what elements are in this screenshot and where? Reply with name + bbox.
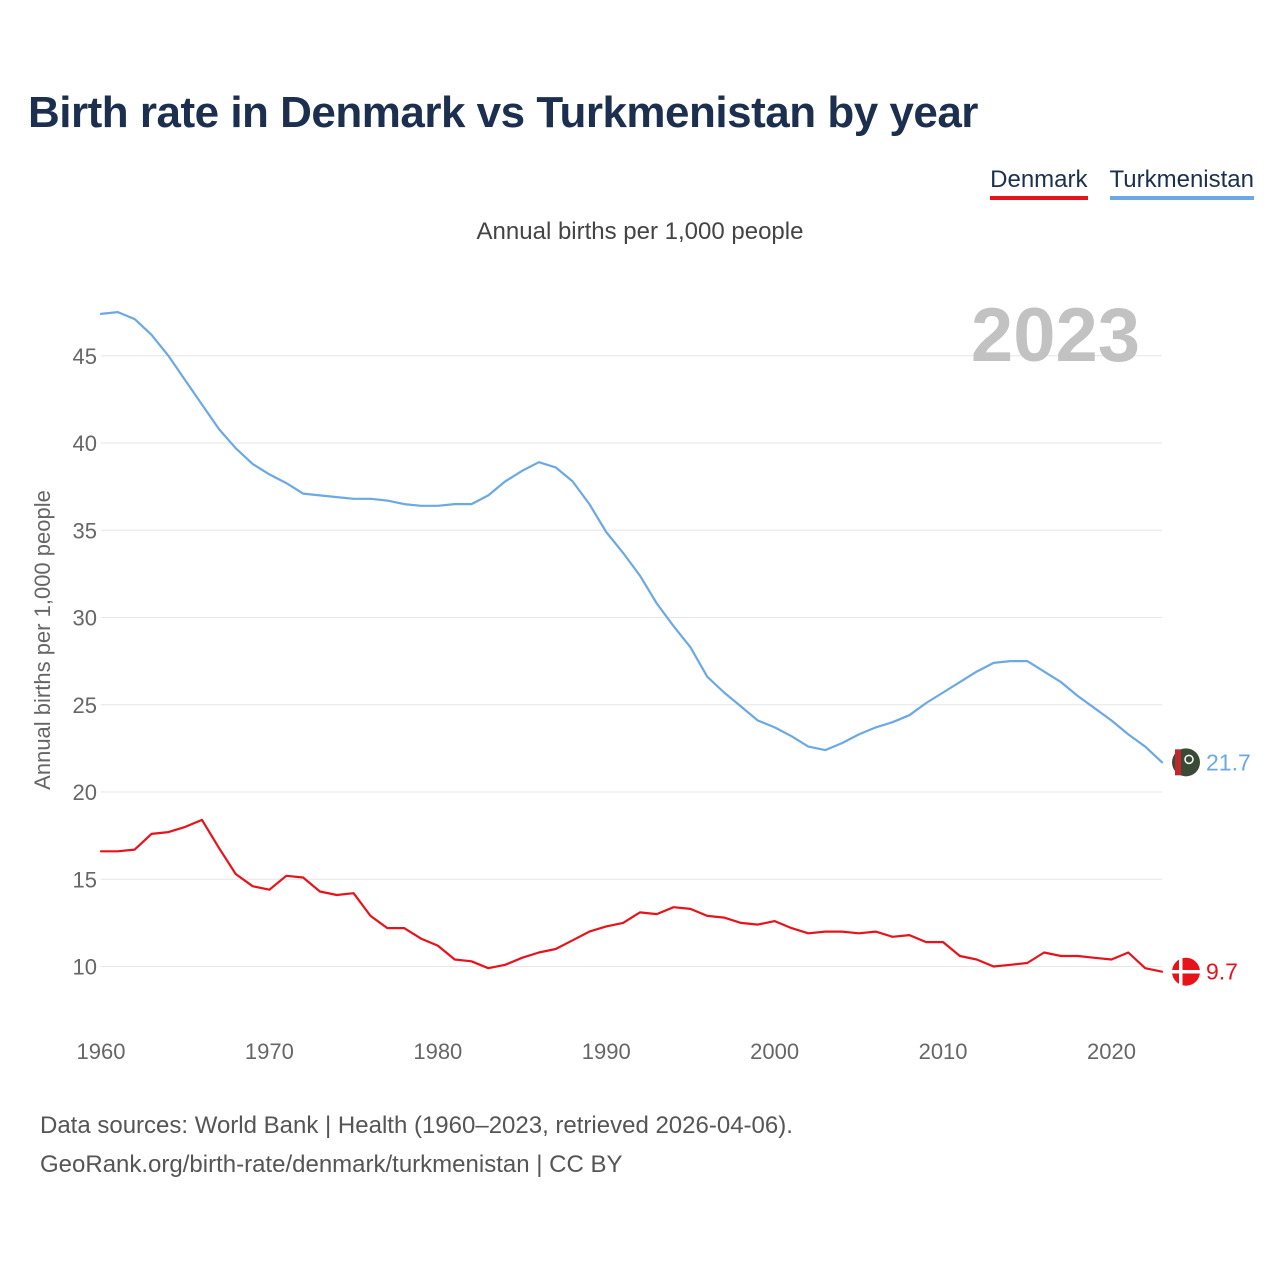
x-tick-label-2010: 2010 xyxy=(919,1039,968,1064)
x-tick-label-2020: 2020 xyxy=(1087,1039,1136,1064)
footer-url[interactable]: GeoRank.org/birth-rate/denmark/turkmenis… xyxy=(40,1151,623,1178)
x-tick-label-1970: 1970 xyxy=(245,1039,294,1064)
series-line-denmark xyxy=(99,818,1164,973)
series-line-turkmenistan xyxy=(99,311,1164,764)
legend-item-denmark[interactable]: Denmark xyxy=(990,166,1088,200)
line-chart: 10 15 20 25 30 35 40 45 1960 1970 1980 1990 2000 2010… xyxy=(30,293,1251,1064)
footer: Data sources: World Bank | Health (1960–… xyxy=(40,1106,793,1184)
end-label-turkmenistan: 21.7 xyxy=(1206,749,1251,775)
x-tick-label-1990: 1990 xyxy=(582,1039,631,1064)
chart-subtitle: Annual births per 1,000 people xyxy=(476,218,804,245)
legend: Denmark Turkmenistan xyxy=(990,166,1254,200)
y-tick-label-45: 45 xyxy=(73,344,97,369)
y-tick-label-35: 35 xyxy=(73,518,97,543)
year-label: 2023 xyxy=(971,293,1140,378)
footer-source: Data sources: World Bank | Health (1960–… xyxy=(40,1112,793,1139)
y-tick-label-40: 40 xyxy=(73,431,97,456)
turkmenistan-flag-icon xyxy=(1172,748,1200,777)
chart-title: Birth rate in Denmark vs Turkmenistan by… xyxy=(28,88,978,137)
y-tick-label-30: 30 xyxy=(73,606,97,631)
x-tick-label-1960: 1960 xyxy=(77,1039,126,1064)
end-label-denmark: 9.7 xyxy=(1206,959,1238,985)
y-tick-label-15: 15 xyxy=(73,867,97,892)
y-tick-label-20: 20 xyxy=(73,780,97,805)
x-tick-label-2000: 2000 xyxy=(750,1039,799,1064)
y-axis-label: Annual births per 1,000 people xyxy=(30,490,55,790)
y-tick-label-25: 25 xyxy=(73,693,97,718)
y-tick-label-10: 10 xyxy=(73,955,97,980)
legend-item-turkmenistan[interactable]: Turkmenistan xyxy=(1109,166,1254,200)
denmark-flag-icon xyxy=(1172,957,1200,986)
x-tick-label-1980: 1980 xyxy=(413,1039,462,1064)
